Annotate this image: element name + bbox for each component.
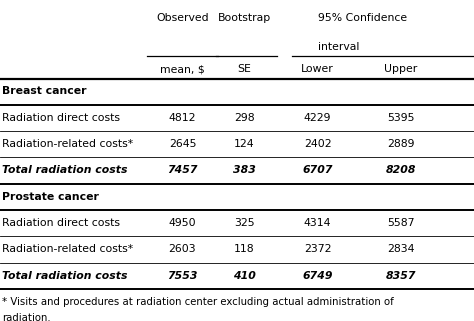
Text: 5395: 5395 xyxy=(387,113,414,123)
Text: 6707: 6707 xyxy=(302,165,333,176)
Text: 95% Confidence: 95% Confidence xyxy=(318,13,407,23)
Text: 4229: 4229 xyxy=(304,113,331,123)
Text: 383: 383 xyxy=(233,165,255,176)
Text: 2402: 2402 xyxy=(304,139,331,149)
Text: Prostate cancer: Prostate cancer xyxy=(2,192,99,202)
Text: SE: SE xyxy=(237,64,251,74)
Text: Radiation-related costs*: Radiation-related costs* xyxy=(2,139,134,149)
Text: Radiation direct costs: Radiation direct costs xyxy=(2,113,120,123)
Text: Lower: Lower xyxy=(301,64,334,74)
Text: 8208: 8208 xyxy=(385,165,416,176)
Text: 4812: 4812 xyxy=(169,113,196,123)
Text: 124: 124 xyxy=(234,139,255,149)
Text: mean, $: mean, $ xyxy=(160,64,205,74)
Text: radiation.: radiation. xyxy=(2,313,51,321)
Text: 6749: 6749 xyxy=(302,271,333,281)
Text: 4314: 4314 xyxy=(304,218,331,228)
Text: 298: 298 xyxy=(234,113,255,123)
Text: 2645: 2645 xyxy=(169,139,196,149)
Text: Radiation direct costs: Radiation direct costs xyxy=(2,218,120,228)
Text: Observed: Observed xyxy=(156,13,209,23)
Text: interval: interval xyxy=(318,42,359,52)
Text: 2372: 2372 xyxy=(304,244,331,255)
Text: 4950: 4950 xyxy=(169,218,196,228)
Text: 2889: 2889 xyxy=(387,139,414,149)
Text: 118: 118 xyxy=(234,244,255,255)
Text: 7553: 7553 xyxy=(167,271,198,281)
Text: 325: 325 xyxy=(234,218,255,228)
Text: Bootstrap: Bootstrap xyxy=(218,13,271,23)
Text: Breast cancer: Breast cancer xyxy=(2,86,87,97)
Text: 410: 410 xyxy=(233,271,255,281)
Text: 8357: 8357 xyxy=(385,271,416,281)
Text: 2603: 2603 xyxy=(169,244,196,255)
Text: Radiation-related costs*: Radiation-related costs* xyxy=(2,244,134,255)
Text: Upper: Upper xyxy=(384,64,417,74)
Text: Total radiation costs: Total radiation costs xyxy=(2,165,128,176)
Text: 5587: 5587 xyxy=(387,218,414,228)
Text: 2834: 2834 xyxy=(387,244,414,255)
Text: * Visits and procedures at radiation center excluding actual administration of: * Visits and procedures at radiation cen… xyxy=(2,297,394,307)
Text: Total radiation costs: Total radiation costs xyxy=(2,271,128,281)
Text: 7457: 7457 xyxy=(167,165,198,176)
